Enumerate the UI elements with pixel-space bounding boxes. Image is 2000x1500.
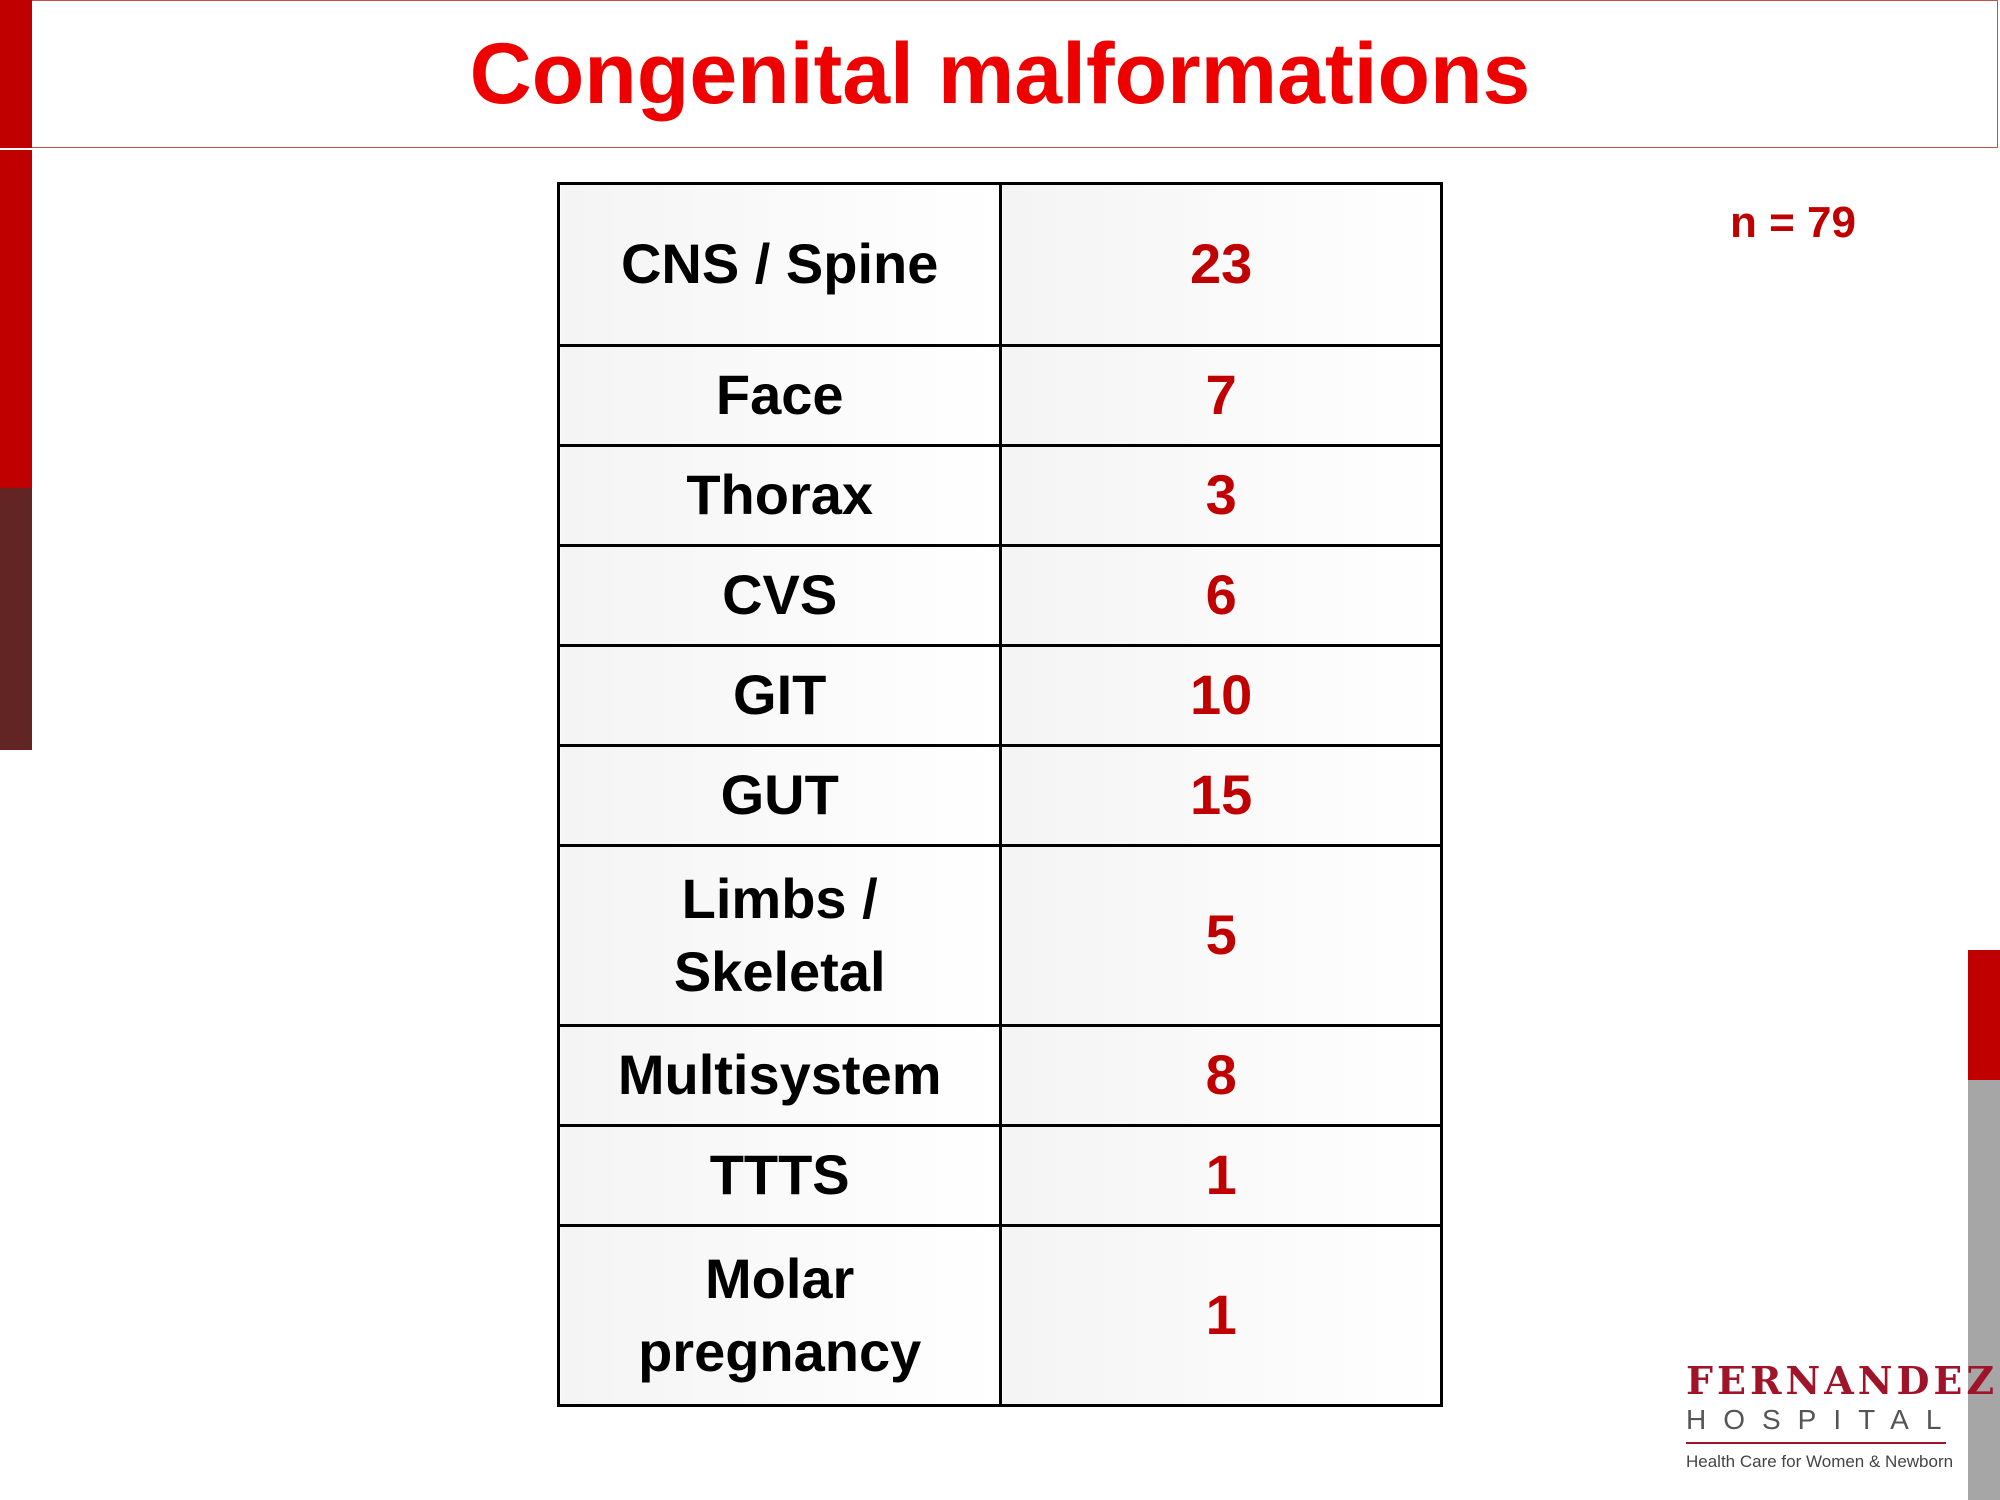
logo-subtitle: HOSPITAL xyxy=(1686,1406,1946,1444)
category-cell: TTTS xyxy=(556,1124,1003,1227)
count-cell: 10 xyxy=(999,644,1443,747)
count-cell: 15 xyxy=(999,744,1443,847)
count-cell: 7 xyxy=(999,344,1443,447)
accent-bar-left-red xyxy=(0,150,32,488)
table-row: Face 7 xyxy=(556,344,1443,447)
table-row: GUT 15 xyxy=(556,744,1443,847)
accent-bar-right-grey xyxy=(1968,1080,2000,1500)
count-cell: 3 xyxy=(999,444,1443,547)
count-cell: 5 xyxy=(999,844,1443,1027)
logo-tagline: Health Care for Women & Newborn xyxy=(1686,1452,1954,1471)
category-cell: GIT xyxy=(556,644,1003,747)
slide-title: Congenital malformations xyxy=(469,25,1531,122)
title-bar xyxy=(0,0,1998,148)
table-row: Molar pregnancy 1 xyxy=(556,1224,1443,1407)
table-row: CVS 6 xyxy=(556,544,1443,647)
category-cell: Molar pregnancy xyxy=(556,1224,1003,1407)
category-cell: Limbs / Skeletal xyxy=(556,844,1003,1027)
category-cell: Face xyxy=(556,344,1003,447)
category-cell: GUT xyxy=(556,744,1003,847)
hospital-logo: FERNANDEZ HOSPITAL Health Care for Women… xyxy=(1686,1358,1999,1472)
category-cell: CNS / Spine xyxy=(556,182,1003,347)
category-cell: CVS xyxy=(556,544,1003,647)
table-row: Limbs / Skeletal 5 xyxy=(556,844,1443,1027)
count-cell: 23 xyxy=(999,182,1443,347)
sample-size-label: n = 79 xyxy=(1730,198,1856,247)
malformations-table: CNS / Spine 23 Face 7 Thorax 3 CVS 6 GIT… xyxy=(556,182,1443,1407)
count-cell: 6 xyxy=(999,544,1443,647)
count-cell: 1 xyxy=(999,1224,1443,1407)
count-cell: 1 xyxy=(999,1124,1443,1227)
table-row: TTTS 1 xyxy=(556,1124,1443,1227)
count-cell: 8 xyxy=(999,1024,1443,1127)
accent-bar-left-top xyxy=(0,0,32,148)
category-cell: Thorax xyxy=(556,444,1003,547)
accent-bar-left-dark xyxy=(0,488,32,750)
table-row: Thorax 3 xyxy=(556,444,1443,547)
accent-bar-right-red xyxy=(1968,950,2000,1080)
table-row: CNS / Spine 23 xyxy=(556,182,1443,347)
category-cell: Multisystem xyxy=(556,1024,1003,1127)
table-row: Multisystem 8 xyxy=(556,1024,1443,1127)
table-row: GIT 10 xyxy=(556,644,1443,747)
logo-name: FERNANDEZ xyxy=(1686,1358,1999,1403)
